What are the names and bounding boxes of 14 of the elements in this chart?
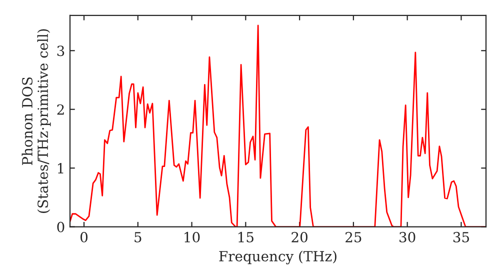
y-tick-label: 3 bbox=[57, 46, 64, 56]
y-tick-label: 2 bbox=[57, 104, 64, 115]
y-tick-label: 1 bbox=[58, 163, 64, 174]
x-tick-label: 0 bbox=[80, 232, 88, 242]
x-tick-label: 15 bbox=[238, 232, 254, 242]
x-tick-label: 10 bbox=[184, 232, 200, 242]
y-tick-label: 0 bbox=[57, 222, 64, 232]
x-tick-label: 25 bbox=[346, 232, 362, 242]
x-tick-label: 20 bbox=[292, 232, 308, 242]
x-tick-label: 35 bbox=[453, 232, 469, 242]
x-axis-title: Frequency (THz) bbox=[219, 250, 336, 264]
x-tick-label: 30 bbox=[400, 232, 416, 242]
x-tick-label: 5 bbox=[134, 232, 142, 242]
y-axis-title: Phonon DOS (States/THz·primitive cell) bbox=[22, 29, 51, 213]
